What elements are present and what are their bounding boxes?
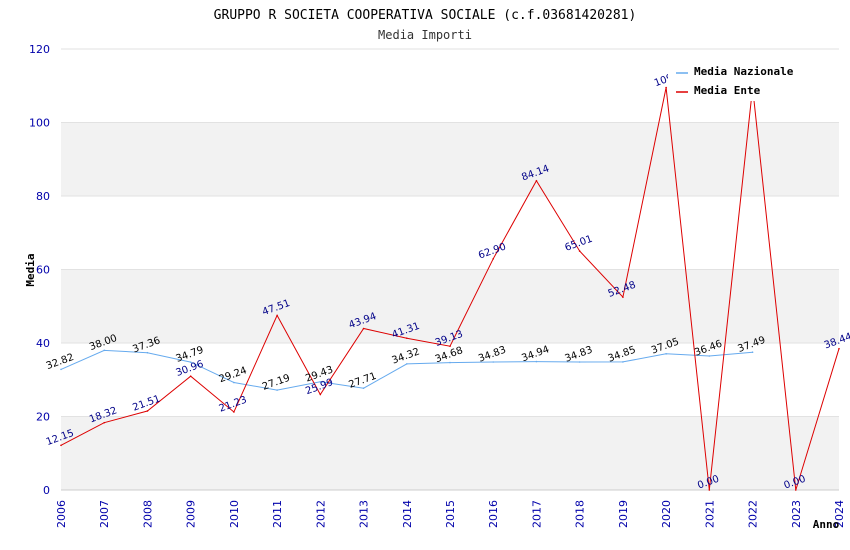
legend: Media Nazionale Media Ente bbox=[668, 60, 810, 101]
x-tick-label: 2020 bbox=[660, 500, 673, 528]
x-tick-label: 2013 bbox=[358, 500, 371, 528]
data-point-media-nazionale bbox=[103, 349, 106, 352]
data-point-media-ente bbox=[276, 314, 278, 317]
y-tick-label: 20 bbox=[36, 411, 50, 424]
x-tick-label: 2017 bbox=[530, 500, 543, 528]
x-axis-title: Anno bbox=[813, 518, 840, 531]
y-tick-label: 80 bbox=[36, 190, 50, 203]
y-tick-label: 100 bbox=[29, 117, 50, 130]
x-axis: 2006 2007 2008 2009 2010 2011 2012 2013 2014 2015… bbox=[55, 500, 846, 528]
x-tick-label: 2011 bbox=[271, 500, 284, 528]
data-point-media-ente bbox=[794, 489, 797, 491]
plot-band bbox=[61, 416, 839, 490]
data-point-media-ente bbox=[665, 86, 667, 89]
y-tick-label: 0 bbox=[43, 484, 50, 497]
x-tick-label: 2014 bbox=[401, 500, 414, 528]
x-tick-label: 2010 bbox=[228, 500, 241, 528]
data-point-media-ente bbox=[60, 444, 62, 447]
data-point-media-nazionale bbox=[578, 361, 581, 363]
x-tick-label: 2018 bbox=[574, 500, 587, 528]
data-point-media-ente bbox=[838, 347, 840, 350]
data-point-media-ente bbox=[492, 258, 495, 260]
data-point-media-ente bbox=[535, 179, 538, 182]
x-tick-label: 2009 bbox=[185, 500, 198, 528]
x-tick-label: 2023 bbox=[790, 500, 803, 528]
data-point-media-nazionale bbox=[622, 361, 624, 363]
data-point-media-nazionale bbox=[535, 360, 538, 363]
data-point-media-nazionale bbox=[233, 381, 235, 384]
data-point-media-nazionale bbox=[319, 381, 322, 383]
data-point-media-nazionale bbox=[189, 361, 192, 363]
data-point-media-nazionale bbox=[60, 368, 62, 371]
x-tick-label: 2008 bbox=[141, 500, 154, 528]
data-point-media-nazionale bbox=[449, 361, 451, 364]
legend-box bbox=[668, 60, 810, 101]
y-tick-label: 60 bbox=[36, 264, 50, 277]
data-point-media-ente bbox=[578, 250, 581, 252]
data-point-media-nazionale bbox=[405, 363, 408, 365]
legend-label-media-ente: Media Ente bbox=[694, 84, 761, 97]
x-tick-label: 2024 bbox=[833, 500, 846, 528]
legend-label-media-nazionale: Media Nazionale bbox=[694, 65, 794, 78]
data-point-media-ente bbox=[622, 296, 624, 298]
x-tick-label: 2021 bbox=[703, 500, 716, 528]
y-axis: 0 20 40 60 80 100 120 bbox=[29, 43, 50, 497]
plot-band bbox=[61, 196, 839, 270]
plot-band bbox=[61, 122, 839, 196]
data-point-media-nazionale bbox=[665, 353, 667, 355]
y-tick-label: 40 bbox=[36, 337, 50, 350]
chart-subtitle: Media Importi bbox=[378, 28, 472, 42]
data-point-media-nazionale bbox=[362, 387, 365, 389]
data-point-media-ente bbox=[405, 337, 408, 339]
chart-title: GRUPPO R SOCIETA COOPERATIVA SOCIALE (c.… bbox=[214, 8, 637, 23]
data-point-media-ente bbox=[449, 345, 451, 347]
data-point-media-ente bbox=[146, 410, 149, 412]
x-tick-label: 2007 bbox=[98, 500, 111, 528]
data-point-media-ente bbox=[233, 411, 235, 413]
data-point-media-nazionale bbox=[146, 351, 149, 354]
y-tick-label: 120 bbox=[29, 43, 50, 56]
x-tick-label: 2019 bbox=[617, 500, 630, 528]
data-point-media-nazionale bbox=[492, 361, 495, 363]
data-point-media-ente bbox=[362, 327, 365, 330]
y-axis-title: Media bbox=[24, 253, 37, 286]
series-layer bbox=[60, 86, 840, 491]
x-tick-label: 2022 bbox=[747, 500, 760, 528]
data-point-media-ente bbox=[189, 375, 192, 378]
data-point-media-nazionale bbox=[276, 389, 278, 391]
data-point-media-nazionale bbox=[751, 351, 754, 354]
data-point-media-nazionale bbox=[708, 355, 711, 357]
x-tick-label: 2012 bbox=[314, 500, 327, 528]
x-tick-label: 2016 bbox=[487, 500, 500, 528]
x-tick-label: 2015 bbox=[444, 500, 457, 528]
data-point-media-ente bbox=[103, 421, 106, 424]
plot-band bbox=[61, 269, 839, 343]
data-point-media-ente bbox=[319, 393, 322, 396]
data-point-media-ente bbox=[708, 489, 711, 491]
x-tick-label: 2006 bbox=[55, 500, 68, 528]
plot-background bbox=[61, 48, 839, 491]
